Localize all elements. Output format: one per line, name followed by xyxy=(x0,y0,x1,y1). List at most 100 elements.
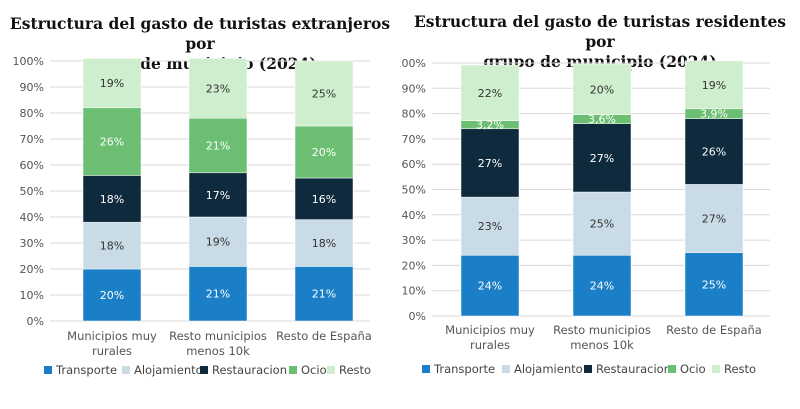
data-label: 18% xyxy=(312,237,336,250)
bar-segment-ocio xyxy=(188,117,248,174)
x-category-label: menos 10k xyxy=(186,344,250,358)
x-category-label: Municipios muy xyxy=(67,329,157,343)
bar-segment-ocio xyxy=(294,125,354,179)
y-tick-label: 50% xyxy=(402,184,426,197)
data-label: 22% xyxy=(478,87,502,100)
y-tick-label: 80% xyxy=(402,108,426,121)
bar-segment-restauracion xyxy=(572,123,632,193)
chart-panel-extranjeros: Estructura del gasto de turistas extranj… xyxy=(9,14,391,377)
data-label: 27% xyxy=(702,213,726,226)
y-tick-label: 30% xyxy=(402,234,426,247)
data-label: 16% xyxy=(312,193,336,206)
bar-segment-transporte xyxy=(188,266,248,322)
bar-segment-transporte xyxy=(82,268,142,322)
bar-segment-resto xyxy=(572,63,632,115)
bar-segment-alojamiento xyxy=(294,219,354,267)
legend-label-alojamiento: Alojamiento xyxy=(514,362,583,376)
y-tick-label: 50% xyxy=(20,185,44,198)
bar-segment-ocio xyxy=(82,107,142,176)
bar-segment-alojamiento xyxy=(188,216,248,267)
bar-segment-resto xyxy=(294,60,354,127)
y-tick-label: 20% xyxy=(20,263,44,276)
legend-swatch-restauracion xyxy=(584,365,592,373)
x-category-label: Resto de España xyxy=(276,329,372,343)
legend-swatch-alojamiento xyxy=(122,366,130,374)
data-label: 25% xyxy=(312,88,336,101)
y-tick-label: 10% xyxy=(20,289,44,302)
legend-label-ocio: Ocio xyxy=(680,362,706,376)
data-label: 25% xyxy=(702,278,726,291)
data-label: 20% xyxy=(312,146,336,159)
y-tick-label: 100% xyxy=(400,57,426,70)
y-tick-label: 30% xyxy=(20,237,44,250)
bar-segment-transporte xyxy=(294,266,354,322)
x-category-label: menos 10k xyxy=(570,338,634,352)
y-tick-label: 70% xyxy=(20,133,44,146)
data-label: 20% xyxy=(590,83,614,96)
chart-panel-residentes: Estructura del gasto de turistas residen… xyxy=(400,0,800,409)
legend-label-ocio: Ocio xyxy=(301,363,327,377)
legend-swatch-transporte xyxy=(44,366,52,374)
y-tick-label: 70% xyxy=(402,133,426,146)
legend-swatch-ocio xyxy=(668,365,676,373)
y-tick-label: 90% xyxy=(20,81,44,94)
data-label: 21% xyxy=(312,288,336,301)
bar-segment-alojamiento xyxy=(460,196,520,256)
data-label: 27% xyxy=(590,152,614,165)
chart-title-line-2: grupo de municipio (2024) xyxy=(483,52,717,71)
stacked-bar-chart-extranjeros: 0% 10% 20% 30% 40% 50% 60% 70% 80% 90% 100% 20% 18% 1… xyxy=(13,55,372,377)
chart-title-line-1: Estructura del gasto de turistas extranj… xyxy=(9,14,391,53)
y-tick-label: 100% xyxy=(13,55,44,68)
bar-segment-resto xyxy=(684,60,744,110)
legend-label-transporte: Transporte xyxy=(55,363,117,377)
bar-segment-resto xyxy=(460,64,520,121)
bar-segment-transporte xyxy=(460,255,520,317)
bar-segment-restauracion xyxy=(294,177,354,220)
y-tick-label: 60% xyxy=(402,158,426,171)
data-label: 26% xyxy=(702,146,726,159)
bar-segment-resto xyxy=(188,58,248,119)
data-label: 18% xyxy=(100,193,124,206)
x-category-label: Resto municipios xyxy=(169,329,267,343)
data-label: 3,2% xyxy=(476,119,504,132)
legend-swatch-ocio xyxy=(289,366,297,374)
chart-title-line-1: Estructura del gasto de turistas residen… xyxy=(413,12,787,51)
x-category-label: rurales xyxy=(470,338,510,352)
x-category-label: rurales xyxy=(92,344,132,358)
data-label: 19% xyxy=(206,236,230,249)
bar-segment-restauracion xyxy=(82,175,142,223)
legend-label-restauracion: Restauracion xyxy=(212,363,287,377)
legend-label-restauracion: Restauracion xyxy=(596,362,671,376)
legend-label-transporte: Transporte xyxy=(433,362,495,376)
x-category-label: Resto de España xyxy=(666,323,762,337)
legend-swatch-restauracion xyxy=(200,366,208,374)
y-tick-label: 0% xyxy=(27,315,44,328)
x-category-label: Municipios muy xyxy=(445,323,535,337)
y-tick-label: 80% xyxy=(20,107,44,120)
data-label: 3,9% xyxy=(700,108,728,121)
y-tick-label: 40% xyxy=(402,209,426,222)
y-tick-label: 10% xyxy=(402,285,426,298)
y-tick-label: 90% xyxy=(402,82,426,95)
chart-title-residentes: Estructura del gasto de turistas residen… xyxy=(400,12,800,72)
bar-segment-restauracion xyxy=(684,118,744,185)
bar-segment-restauracion xyxy=(188,172,248,218)
legend-swatch-resto xyxy=(327,366,335,374)
data-label: 24% xyxy=(590,280,614,293)
y-tick-label: 40% xyxy=(20,211,44,224)
stacked-bar-chart-residentes: 0% 10% 20% 30% 40% 50% 60% 70% 80% 90% 100% 24% 23% 2… xyxy=(400,57,770,376)
data-label: 25% xyxy=(590,218,614,231)
data-label: 21% xyxy=(206,288,230,301)
y-tick-label: 60% xyxy=(20,159,44,172)
x-category-label: Resto municipios xyxy=(553,323,651,337)
data-label: 19% xyxy=(702,79,726,92)
data-label: 18% xyxy=(100,240,124,253)
bar-segment-alojamiento xyxy=(82,221,142,270)
legend-swatch-alojamiento xyxy=(502,365,510,373)
data-label: 21% xyxy=(206,140,230,153)
legend-label-alojamiento: Alojamiento xyxy=(134,363,203,377)
legend-label-resto: Resto xyxy=(339,363,371,377)
data-label: 24% xyxy=(478,280,502,293)
data-label: 27% xyxy=(478,157,502,170)
bar-segment-resto xyxy=(82,58,142,109)
